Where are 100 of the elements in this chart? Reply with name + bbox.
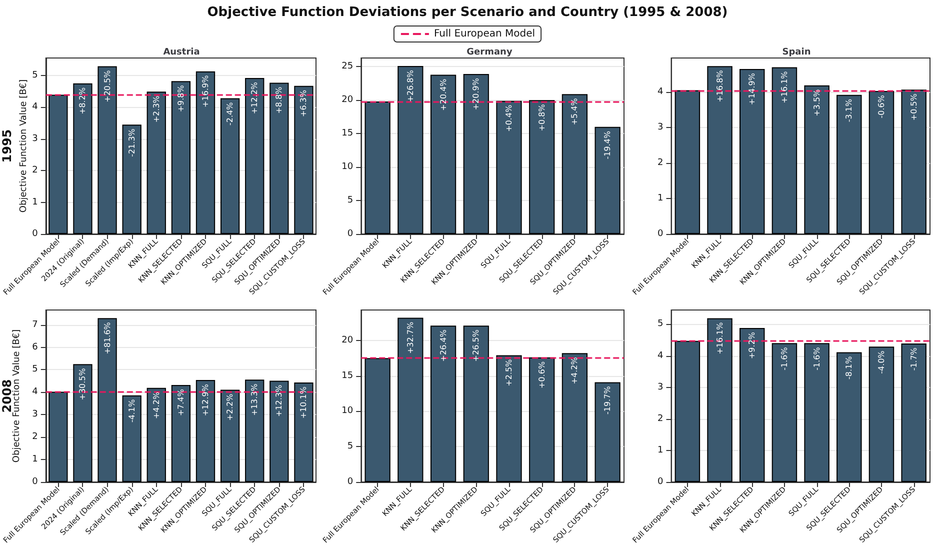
bar bbox=[562, 94, 588, 234]
bar bbox=[496, 355, 522, 482]
y-tick-label: 5 bbox=[32, 364, 38, 375]
bar bbox=[496, 100, 522, 234]
bar bbox=[294, 86, 314, 234]
y-axis-title: Objective Function Value [B€] bbox=[12, 329, 22, 463]
bar bbox=[196, 71, 216, 234]
annotation: +14.9% bbox=[748, 72, 757, 106]
annotation: +26.8% bbox=[406, 70, 415, 102]
annotation: +20.9% bbox=[472, 78, 481, 110]
chart-title: Germany bbox=[466, 48, 512, 58]
annotation: +8.8% bbox=[274, 86, 284, 114]
annotation: +2.3% bbox=[152, 95, 161, 123]
y-tick-label: 6 bbox=[32, 342, 38, 352]
bar bbox=[529, 357, 555, 482]
bar bbox=[146, 92, 166, 234]
bar bbox=[836, 352, 862, 482]
bar bbox=[430, 326, 456, 482]
text: Objective Function Deviations per Scenario and Country (1995 & 2008) bbox=[207, 5, 728, 20]
annotation: -1.6% bbox=[812, 346, 822, 370]
bar bbox=[220, 98, 240, 234]
bar bbox=[463, 326, 489, 482]
annotation: +5.4% bbox=[570, 98, 580, 126]
annotation: +16.1% bbox=[780, 70, 789, 104]
annotation: +0.6% bbox=[537, 361, 546, 388]
annotation: +10.1% bbox=[299, 386, 308, 419]
chart-title: Austria bbox=[163, 48, 200, 58]
annotation: +16.9% bbox=[201, 74, 210, 108]
bar bbox=[146, 388, 166, 482]
y-tick-label: 1 bbox=[32, 454, 38, 465]
y-tick-label: 20 bbox=[342, 335, 354, 346]
y-tick-label: 5 bbox=[347, 196, 354, 206]
bar bbox=[245, 380, 264, 482]
y-tick-label: 4 bbox=[32, 102, 38, 112]
y-tick-label: 15 bbox=[342, 370, 354, 381]
y-tick-label: 4 bbox=[32, 387, 38, 398]
annotation: +26.5% bbox=[472, 329, 481, 362]
bar bbox=[48, 392, 68, 482]
legend-label: Full European Model bbox=[434, 28, 536, 40]
bar bbox=[772, 343, 798, 482]
y-axis-title: Objective Function Value [B€] bbox=[18, 79, 29, 213]
bar bbox=[364, 358, 390, 482]
bar bbox=[73, 364, 92, 482]
annotation: +20.5% bbox=[102, 70, 112, 102]
y-tick-label: 4 bbox=[658, 87, 664, 98]
y-tick-label: 20 bbox=[342, 95, 354, 106]
bar bbox=[836, 94, 862, 234]
y-tick-label: 5 bbox=[32, 70, 38, 80]
annotation: +81.6% bbox=[102, 322, 112, 354]
bar bbox=[740, 328, 765, 482]
bar bbox=[270, 82, 289, 234]
y-tick-label: 15 bbox=[342, 128, 354, 139]
y-tick-label: 10 bbox=[342, 406, 354, 416]
y-tick-label: 25 bbox=[342, 62, 354, 72]
annotation: +16.8% bbox=[715, 70, 724, 102]
annotation: +4.2% bbox=[152, 392, 161, 419]
bar bbox=[804, 85, 830, 234]
annotation: -1.7% bbox=[909, 347, 918, 371]
y-tick-label: 3 bbox=[658, 122, 664, 133]
annotation: +0.4% bbox=[504, 104, 514, 132]
bar bbox=[398, 66, 424, 234]
bar bbox=[674, 340, 700, 482]
bar bbox=[245, 78, 264, 234]
annotation: +3.5% bbox=[812, 88, 822, 116]
annotation: +13.3% bbox=[250, 383, 260, 416]
annotation: +16.1% bbox=[715, 322, 724, 354]
annotation: -19.4% bbox=[603, 130, 612, 160]
y-tick-label: 0 bbox=[347, 229, 354, 239]
annotation: -4.0% bbox=[876, 350, 886, 374]
y-tick-label: 1 bbox=[32, 197, 38, 208]
bar bbox=[122, 124, 142, 234]
bar bbox=[562, 353, 588, 482]
bar bbox=[772, 67, 798, 234]
y-tick-label: 0 bbox=[347, 477, 354, 487]
bar bbox=[196, 380, 216, 482]
annotation: +0.5% bbox=[909, 93, 918, 121]
y-tick-label: 7 bbox=[32, 320, 38, 330]
annotation: -3.1% bbox=[844, 98, 854, 122]
annotation: -19.7% bbox=[603, 386, 612, 415]
bar bbox=[220, 390, 240, 482]
bar bbox=[868, 91, 894, 234]
annotation: +26.4% bbox=[438, 329, 448, 362]
y-tick-label: 10 bbox=[342, 162, 354, 172]
bar bbox=[270, 380, 289, 482]
y-tick-label: 3 bbox=[32, 134, 38, 144]
chart-title: Spain bbox=[782, 48, 811, 58]
bar bbox=[48, 94, 68, 234]
annotation: -8.1% bbox=[844, 356, 854, 380]
annotation: +20.4% bbox=[438, 78, 448, 111]
bar bbox=[294, 382, 314, 482]
annotation: +12.3% bbox=[274, 384, 284, 417]
y-tick-label: 0 bbox=[32, 477, 38, 487]
bar bbox=[594, 126, 620, 234]
y-tick-label: 2 bbox=[32, 432, 38, 442]
y-tick-label: 4 bbox=[658, 350, 664, 361]
annotation: -2.4% bbox=[226, 102, 235, 126]
bar bbox=[901, 343, 926, 482]
y-tick-label: 0 bbox=[32, 229, 38, 239]
y-tick-label: 0 bbox=[658, 229, 664, 239]
y-tick-label: 3 bbox=[658, 382, 664, 392]
